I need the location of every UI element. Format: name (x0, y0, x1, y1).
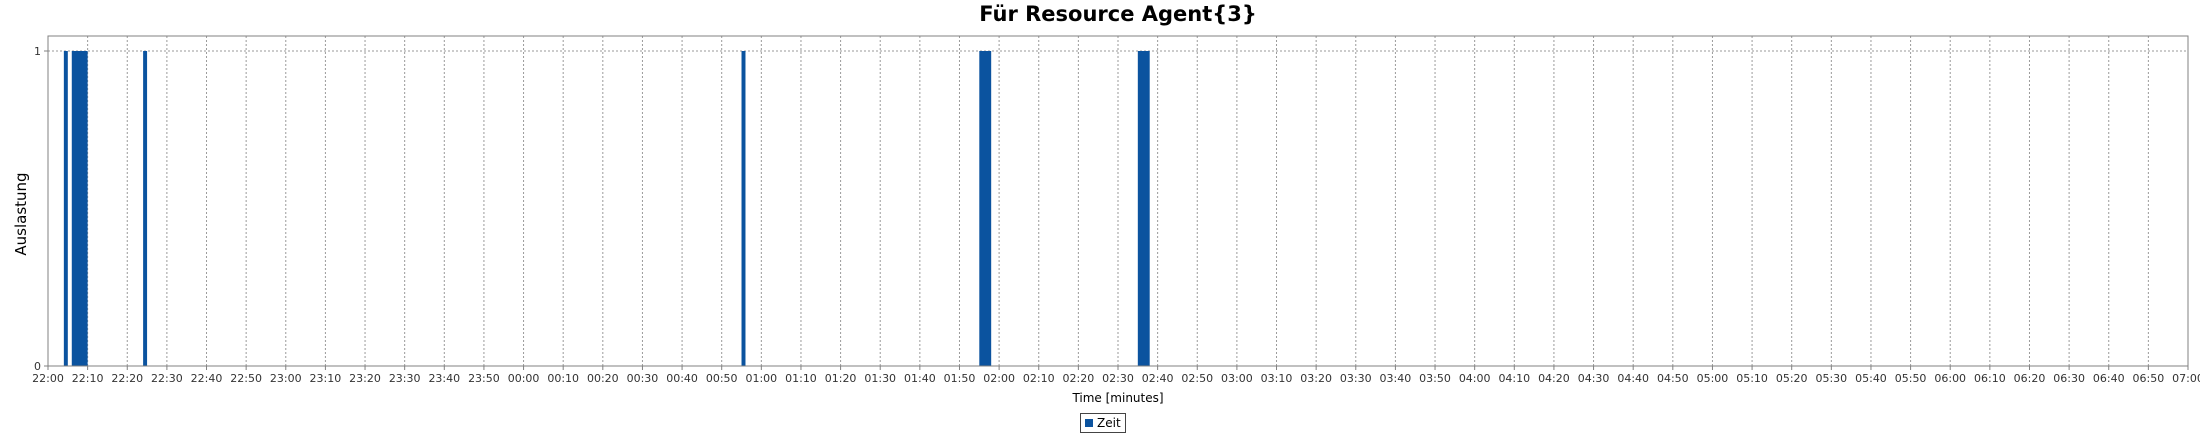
grid-layer (48, 36, 2188, 366)
x-tick-label: 05:50 (1895, 372, 1927, 385)
y-tick-label: 0 (34, 360, 41, 373)
y-axis-label: Auslastung (12, 172, 30, 255)
legend-swatch (1085, 419, 1093, 427)
x-tick-label: 00:30 (627, 372, 659, 385)
data-bar (741, 51, 746, 366)
x-tick-label: 04:50 (1657, 372, 1689, 385)
x-axis: 22:00 22:10 22:20 22:30 22:40 22:50 23:00 23:10… (32, 366, 2200, 385)
x-tick-label: 06:10 (1974, 372, 2006, 385)
x-tick-label: 01:40 (904, 372, 936, 385)
x-tick-label: 04:40 (1617, 372, 1649, 385)
x-tick-label: 22:20 (111, 372, 143, 385)
x-tick-label: 23:40 (428, 372, 460, 385)
x-tick-label: 01:20 (825, 372, 857, 385)
x-tick-label: 01:30 (864, 372, 896, 385)
x-tick-label: 06:40 (2093, 372, 2125, 385)
x-tick-label: 00:20 (587, 372, 619, 385)
x-tick-label: 02:10 (1023, 372, 1055, 385)
x-tick-label: 05:30 (1815, 372, 1847, 385)
x-tick-label: 22:50 (230, 372, 262, 385)
x-tick-label: 06:20 (2014, 372, 2046, 385)
x-tick-label: 02:00 (983, 372, 1015, 385)
data-bar (63, 51, 68, 366)
x-tick-label: 23:20 (349, 372, 381, 385)
x-tick-label: 04:30 (1578, 372, 1610, 385)
x-tick-label: 22:30 (151, 372, 183, 385)
x-tick-label: 02:20 (1063, 372, 1095, 385)
chart-title: Für Resource Agent{3} (979, 2, 1257, 26)
x-tick-label: 00:50 (706, 372, 738, 385)
data-bar (143, 51, 148, 366)
legend: Zeit (1080, 413, 1126, 433)
y-tick-label: 1 (34, 45, 41, 58)
x-tick-label: 04:00 (1459, 372, 1491, 385)
x-tick-label: 05:20 (1776, 372, 1808, 385)
x-tick-label: 02:40 (1142, 372, 1174, 385)
x-tick-label: 05:40 (1855, 372, 1887, 385)
x-tick-label: 06:30 (2053, 372, 2085, 385)
x-tick-label: 03:40 (1380, 372, 1412, 385)
x-tick-label: 22:00 (32, 372, 64, 385)
data-bar (1137, 51, 1150, 366)
x-tick-label: 05:10 (1736, 372, 1768, 385)
x-tick-label: 01:10 (785, 372, 817, 385)
x-tick-label: 01:50 (944, 372, 976, 385)
x-tick-label: 00:10 (547, 372, 579, 385)
x-tick-label: 05:00 (1697, 372, 1729, 385)
x-tick-label: 04:10 (1498, 372, 1530, 385)
x-tick-label: 03:00 (1221, 372, 1253, 385)
x-tick-label: 06:00 (1934, 372, 1966, 385)
x-tick-label: 03:10 (1261, 372, 1293, 385)
x-tick-label: 02:30 (1102, 372, 1134, 385)
data-bar (71, 51, 88, 366)
x-tick-label: 03:30 (1340, 372, 1372, 385)
legend-label: Zeit (1097, 416, 1121, 430)
x-axis-label: Time [minutes] (1071, 391, 1163, 405)
x-tick-label: 22:10 (72, 372, 104, 385)
x-tick-label: 00:40 (666, 372, 698, 385)
bars-layer (63, 51, 1150, 366)
x-tick-label: 06:50 (2133, 372, 2165, 385)
x-tick-label: 23:30 (389, 372, 421, 385)
x-tick-label: 04:20 (1538, 372, 1570, 385)
x-tick-label: 03:20 (1300, 372, 1332, 385)
x-tick-label: 23:50 (468, 372, 500, 385)
x-tick-label: 02:50 (1181, 372, 1213, 385)
x-tick-label: 01:00 (745, 372, 777, 385)
x-tick-label: 23:00 (270, 372, 302, 385)
x-tick-label: 03:50 (1419, 372, 1451, 385)
x-tick-label: 07:00 (2172, 372, 2200, 385)
x-tick-label: 23:10 (310, 372, 342, 385)
x-tick-label: 00:00 (508, 372, 540, 385)
y-axis: 01 (34, 45, 48, 373)
data-bar (979, 51, 992, 366)
x-tick-label: 22:40 (191, 372, 223, 385)
